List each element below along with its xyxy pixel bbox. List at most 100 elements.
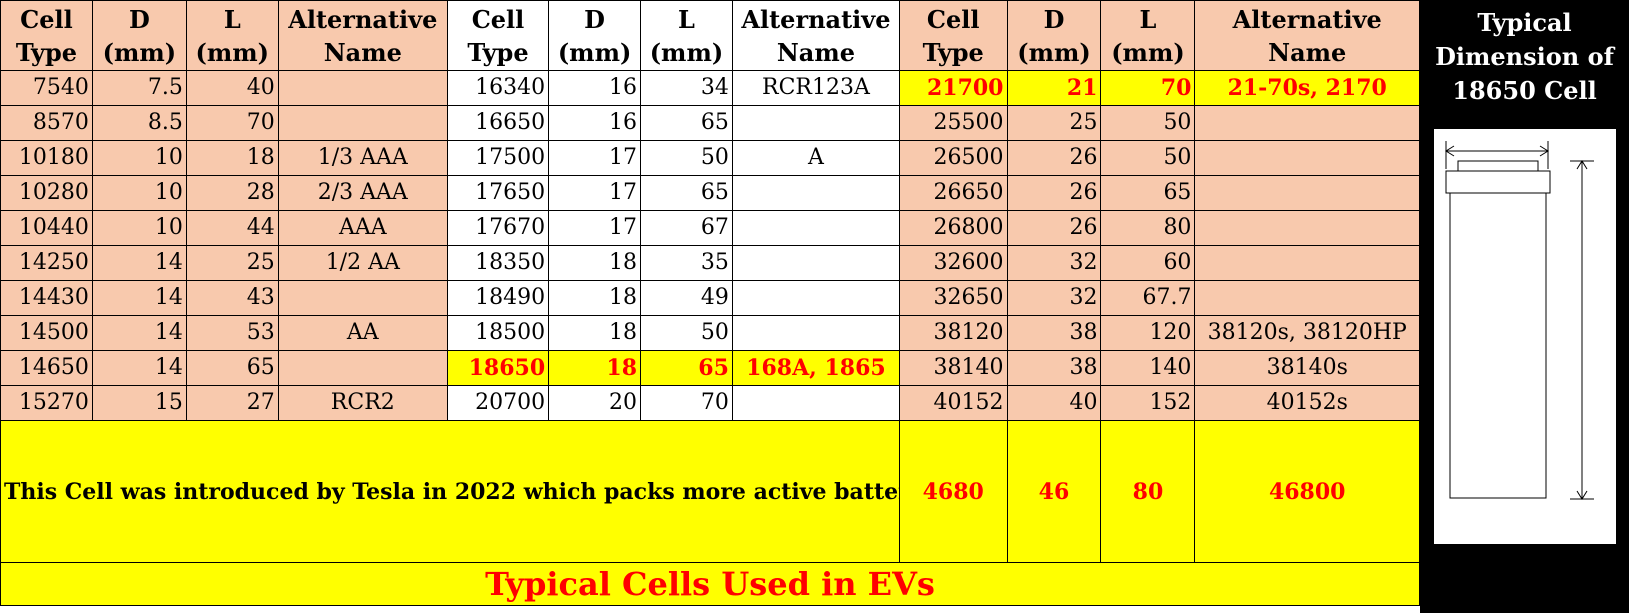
- cell-diameter: 38: [1006, 350, 1102, 386]
- cell-length: 50: [1100, 140, 1196, 176]
- cell-cell-type: 16650: [446, 105, 550, 141]
- footer-title: Typical Cells Used in EVs: [0, 562, 1420, 606]
- cell-diameter: 25: [1006, 105, 1102, 141]
- table-row: 7540 7.5 40 16340 16 34 RCR123A 21700 21 70 21-70s…: [0, 70, 1420, 106]
- cell-length: 18: [185, 140, 279, 176]
- cell-cell-type: 16340: [446, 70, 550, 106]
- cell-cell-type: 18500: [446, 315, 550, 351]
- cell-diagram: [1434, 129, 1616, 544]
- cell-alternative-name: [731, 245, 900, 281]
- cell-cell-type: 18490: [446, 280, 550, 316]
- cell-cell-type: 15270: [0, 385, 93, 421]
- cell-length: 65: [640, 105, 733, 141]
- header-diameter: D (mm): [1006, 0, 1102, 71]
- cell-diameter: 18: [548, 280, 642, 316]
- cell-cell-type: 17500: [446, 140, 550, 176]
- cell-length: 49: [640, 280, 733, 316]
- cell-diameter: 16: [548, 105, 642, 141]
- cell-cell-type: 26800: [898, 210, 1008, 246]
- table-row: 8570 8.5 70 16650 16 65 25500 25 50: [0, 105, 1420, 141]
- cell-diameter: 17: [548, 175, 642, 211]
- cell-alternative-name: 1/2 AA: [277, 245, 448, 281]
- cell-diameter: 26: [1006, 140, 1102, 176]
- intro-section: This Cell was introduced by Tesla in 202…: [0, 420, 1420, 606]
- cell-types-table: Cell Type D (mm) L (mm) Alternative Name…: [0, 0, 1420, 606]
- cell-cell-type: 25500: [898, 105, 1008, 141]
- cell-length: 70: [640, 385, 733, 421]
- cell-alternative-name: RCR123A: [731, 70, 900, 106]
- cell-diameter: 20: [548, 385, 642, 421]
- cell-alternative-name: RCR2: [277, 385, 448, 421]
- cell-alternative-name: [731, 315, 900, 351]
- cell-diameter: 21: [1006, 70, 1102, 106]
- cell-diameter: 10: [91, 175, 187, 211]
- cell-diameter: 32: [1006, 245, 1102, 281]
- cell-cell-type: 18650: [446, 350, 550, 386]
- cell-alternative-name: [731, 210, 900, 246]
- table-row: 10280 10 28 2/3 AAA 17650 17 65 26650 26 65: [0, 175, 1420, 211]
- cell-cell-type: 20700: [446, 385, 550, 421]
- cell-alternative-name: [731, 280, 900, 316]
- cell-cell-type: 10280: [0, 175, 93, 211]
- cell-alternative-name: AAA: [277, 210, 448, 246]
- intro-cell-type: 4680: [898, 420, 1008, 563]
- cell-cell-type: 26650: [898, 175, 1008, 211]
- cell-alternative-name: 38140s: [1194, 350, 1420, 386]
- cell-cell-type: 21700: [898, 70, 1008, 106]
- cell-length: 152: [1100, 385, 1196, 421]
- cell-cell-type: 38120: [898, 315, 1008, 351]
- intro-row: This Cell was introduced by Tesla in 202…: [0, 420, 1420, 563]
- cell-length: 27: [185, 385, 279, 421]
- cell-alternative-name: [277, 350, 448, 386]
- cell-alternative-name: [1194, 140, 1420, 176]
- header-diameter: D (mm): [548, 0, 642, 71]
- cell-length: 34: [640, 70, 733, 106]
- cell-alternative-name: [1194, 175, 1420, 211]
- header-alternative-name: Alternative Name: [731, 0, 900, 71]
- intro-diameter: 46: [1006, 420, 1102, 563]
- cell-diameter: 14: [91, 245, 187, 281]
- cell-length: 40: [185, 70, 279, 106]
- cell-cell-type: 18350: [446, 245, 550, 281]
- cell-cell-type: 17650: [446, 175, 550, 211]
- table-row: 10440 10 44 AAA 17670 17 67 26800 26 80: [0, 210, 1420, 246]
- cell-alternative-name: [277, 70, 448, 106]
- intro-description: This Cell was introduced by Tesla in 202…: [0, 420, 900, 563]
- cell-diameter: 14: [91, 315, 187, 351]
- cell-length: 53: [185, 315, 279, 351]
- cell-cell-type: 32650: [898, 280, 1008, 316]
- cell-alternative-name: 1/3 AAA: [277, 140, 448, 176]
- cell-cell-type: 14430: [0, 280, 93, 316]
- intro-length: 80: [1100, 420, 1196, 563]
- cell-diameter: 7.5: [91, 70, 187, 106]
- header-alternative-name: Alternative Name: [1194, 0, 1420, 71]
- cell-alternative-name: A: [731, 140, 900, 176]
- header-length: L (mm): [185, 0, 279, 71]
- cell-length: 140: [1100, 350, 1196, 386]
- table-row: 15270 15 27 RCR2 20700 20 70 40152 40 152 40152s: [0, 385, 1420, 421]
- cell-cell-type: 8570: [0, 105, 93, 141]
- cell-cell-type: 14250: [0, 245, 93, 281]
- cell-cell-type: 26500: [898, 140, 1008, 176]
- cell-alternative-name: [277, 105, 448, 141]
- cell-length: 50: [640, 140, 733, 176]
- cell-diameter: 38: [1006, 315, 1102, 351]
- table-row: 14650 14 65 18650 18 65 168A, 1865 38140 38 140 38…: [0, 350, 1420, 386]
- cell-length: 43: [185, 280, 279, 316]
- cell-body: [1449, 192, 1547, 499]
- cell-alternative-name: [1194, 210, 1420, 246]
- cell-diameter: 26: [1006, 210, 1102, 246]
- cell-cap: [1445, 170, 1551, 194]
- side-panel: Typical Dimension of 18650 Cell: [1420, 0, 1629, 613]
- cell-alternative-name: 168A, 1865: [731, 350, 900, 386]
- cell-alternative-name: [1194, 245, 1420, 281]
- cell-length: 70: [185, 105, 279, 141]
- cell-cell-type: 10440: [0, 210, 93, 246]
- cell-diameter: 8.5: [91, 105, 187, 141]
- cell-length: 67.7: [1100, 280, 1196, 316]
- cell-alternative-name: 38120s, 38120HP: [1194, 315, 1420, 351]
- header-cell-type: Cell Type: [898, 0, 1008, 71]
- cell-diameter: 17: [548, 140, 642, 176]
- cell-alternative-name: 40152s: [1194, 385, 1420, 421]
